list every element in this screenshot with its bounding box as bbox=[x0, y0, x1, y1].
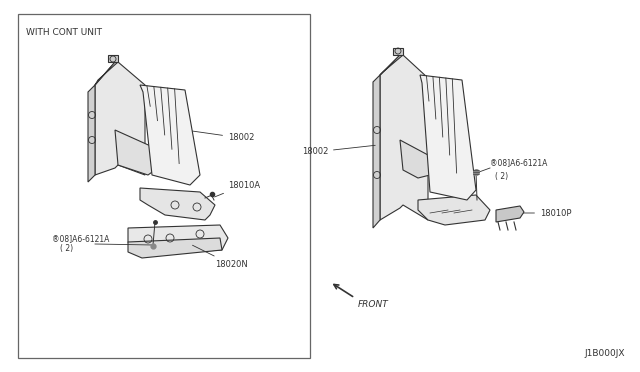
Text: 18002: 18002 bbox=[188, 131, 254, 142]
Polygon shape bbox=[95, 62, 145, 175]
Text: J1B000JX: J1B000JX bbox=[584, 349, 625, 358]
Polygon shape bbox=[400, 140, 435, 178]
Polygon shape bbox=[373, 75, 380, 228]
Polygon shape bbox=[380, 55, 428, 220]
Polygon shape bbox=[393, 48, 403, 55]
Text: ®08]A6-6121A: ®08]A6-6121A bbox=[490, 158, 547, 167]
Polygon shape bbox=[108, 55, 118, 62]
Polygon shape bbox=[88, 85, 95, 182]
Text: 18010A: 18010A bbox=[214, 180, 260, 197]
Polygon shape bbox=[95, 62, 118, 85]
Polygon shape bbox=[380, 55, 403, 75]
Text: 18002: 18002 bbox=[301, 145, 375, 157]
Polygon shape bbox=[418, 195, 490, 225]
Polygon shape bbox=[420, 75, 476, 200]
Text: ( 2): ( 2) bbox=[495, 172, 508, 181]
Polygon shape bbox=[128, 225, 228, 255]
Polygon shape bbox=[128, 238, 222, 258]
Text: ®08]A6-6121A: ®08]A6-6121A bbox=[52, 234, 109, 243]
Text: ( 2): ( 2) bbox=[60, 244, 73, 253]
Polygon shape bbox=[496, 206, 524, 222]
Polygon shape bbox=[115, 130, 165, 175]
Text: WITH CONT UNIT: WITH CONT UNIT bbox=[26, 28, 102, 37]
Text: 18010P: 18010P bbox=[523, 208, 572, 218]
Text: FRONT: FRONT bbox=[358, 300, 388, 309]
Polygon shape bbox=[140, 188, 215, 220]
Polygon shape bbox=[140, 85, 200, 185]
Text: 18020N: 18020N bbox=[193, 245, 248, 269]
Bar bbox=[18, 14, 310, 358]
